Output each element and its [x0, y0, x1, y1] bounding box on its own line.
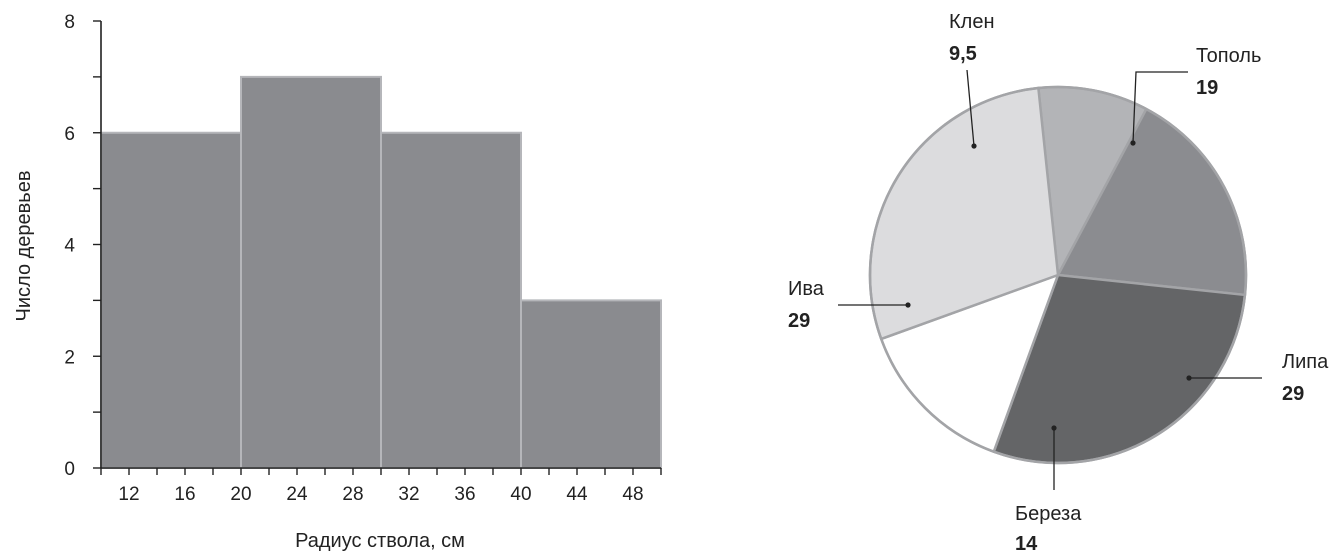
- pie-slice-value: 14: [1015, 533, 1038, 552]
- y-tick-label: 0: [64, 459, 75, 480]
- pie-leader-dot: [1186, 375, 1192, 381]
- pie-slice-value: 9,5: [949, 43, 977, 65]
- x-tick-label: 40: [510, 484, 531, 505]
- pie-labels: Клен 9,5 Тополь 19 Липа 29 Береза 14 Ива 29: [788, 11, 1329, 552]
- histogram-bar: [380, 131, 522, 469]
- histogram-bar: [520, 299, 662, 469]
- histogram-bar: [240, 75, 382, 469]
- histogram-bar: [100, 131, 242, 469]
- histogram-x-axis-title: Радиус ствола, см: [295, 530, 465, 552]
- x-tick-label: 24: [286, 484, 308, 505]
- pie-slice-label: Береза: [1015, 503, 1082, 525]
- x-tick-label: 12: [118, 484, 139, 505]
- pie-leader-dot: [1130, 140, 1136, 146]
- x-tick-label: 28: [342, 484, 363, 505]
- y-tick-label: 2: [64, 347, 75, 368]
- pie-slice-label: Тополь: [1196, 45, 1261, 67]
- x-tick-label: 36: [454, 484, 475, 505]
- y-tick-label: 4: [64, 236, 75, 257]
- pie-slice-label: Клен: [949, 11, 995, 33]
- pie-leader-line: [966, 69, 975, 147]
- pie-leader-dot: [971, 143, 977, 149]
- pie-slice-value: 19: [1196, 77, 1218, 99]
- histogram-y-axis-title: Число деревьев: [13, 171, 35, 322]
- pie-leader-dot: [1051, 425, 1057, 431]
- pie-slice-value: 29: [1282, 383, 1304, 405]
- pie-chart: Клен 9,5 Тополь 19 Липа 29 Береза 14 Ива 29: [788, 11, 1329, 552]
- x-tick-label: 32: [398, 484, 419, 505]
- pie-leader-dot: [905, 302, 911, 308]
- histogram-axes: [93, 20, 662, 475]
- y-tick-label: 8: [64, 12, 75, 33]
- pie-slice-value: 29: [788, 310, 810, 332]
- pie-slice-label: Липа: [1282, 351, 1329, 373]
- x-tick-label: 48: [622, 484, 643, 505]
- x-tick-label: 16: [174, 484, 195, 505]
- y-tick-label: 6: [64, 124, 75, 145]
- pie-outline: [868, 85, 1248, 465]
- histogram-bars: [100, 75, 662, 469]
- pie-leader-line: [1132, 71, 1188, 144]
- pie-slices: [868, 85, 1248, 465]
- x-tick-label: 20: [230, 484, 251, 505]
- x-tick-label: 44: [566, 484, 588, 505]
- pie-slice-label: Ива: [788, 278, 825, 300]
